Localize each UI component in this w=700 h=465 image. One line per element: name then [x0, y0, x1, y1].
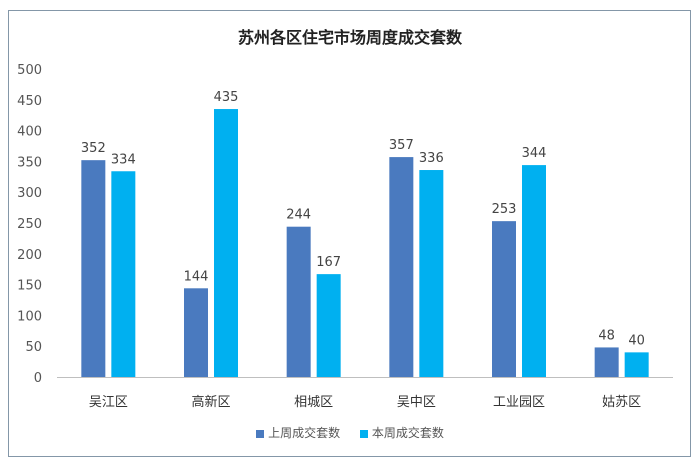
chart-title: 苏州各区住宅市场周度成交套数 — [237, 28, 462, 47]
y-tick-label: 450 — [17, 94, 42, 109]
legend-item-last-week: 上周成交套数 — [256, 424, 340, 441]
legend: 上周成交套数 本周成交套数 — [0, 424, 700, 441]
x-tick-label: 姑苏区 — [602, 394, 641, 410]
y-tick-label: 500 — [17, 63, 42, 78]
data-label: 253 — [492, 202, 517, 217]
data-label: 357 — [389, 138, 414, 153]
bar-last-week — [389, 157, 414, 377]
y-tick-label: 0 — [34, 371, 42, 386]
bar-last-week — [594, 347, 619, 377]
x-tick-label: 工业园区 — [493, 395, 545, 410]
data-label: 167 — [316, 255, 341, 270]
legend-label: 上周成交套数 — [268, 426, 341, 440]
x-tick-label: 相城区 — [294, 395, 333, 410]
data-label: 435 — [214, 90, 239, 105]
data-label: 40 — [628, 333, 645, 348]
bar-last-week — [286, 226, 311, 377]
legend-swatch — [359, 429, 368, 438]
data-label: 334 — [111, 152, 136, 167]
bar-last-week — [492, 221, 516, 377]
legend-swatch — [256, 429, 265, 438]
data-label: 244 — [286, 208, 311, 223]
bar-this-week — [316, 274, 341, 377]
data-label: 336 — [419, 151, 444, 166]
data-label: 344 — [522, 146, 547, 161]
bar-this-week — [111, 171, 136, 377]
x-tick-label: 吴中区 — [397, 395, 436, 410]
bar-last-week — [81, 160, 106, 377]
y-tick-label: 150 — [17, 279, 42, 294]
y-tick-label: 250 — [17, 217, 42, 232]
bar-this-week — [522, 165, 546, 377]
x-tick-label: 吴江区 — [89, 395, 128, 410]
bar-last-week — [184, 288, 208, 377]
legend-item-this-week: 本周成交套数 — [359, 424, 444, 441]
bar-this-week — [419, 170, 444, 377]
y-tick-label: 100 — [17, 309, 42, 324]
x-tick-label: 高新区 — [191, 394, 230, 410]
bar-this-week — [214, 109, 238, 377]
data-label: 352 — [81, 141, 106, 156]
data-label: 144 — [184, 269, 209, 284]
legend-label: 本周成交套数 — [371, 426, 444, 440]
y-tick-label: 200 — [17, 248, 42, 263]
y-tick-label: 50 — [25, 340, 42, 355]
y-tick-label: 400 — [17, 125, 42, 140]
y-tick-label: 350 — [17, 155, 42, 170]
data-label: 48 — [598, 328, 615, 343]
y-tick-label: 300 — [17, 186, 42, 201]
bar-this-week — [624, 352, 649, 377]
